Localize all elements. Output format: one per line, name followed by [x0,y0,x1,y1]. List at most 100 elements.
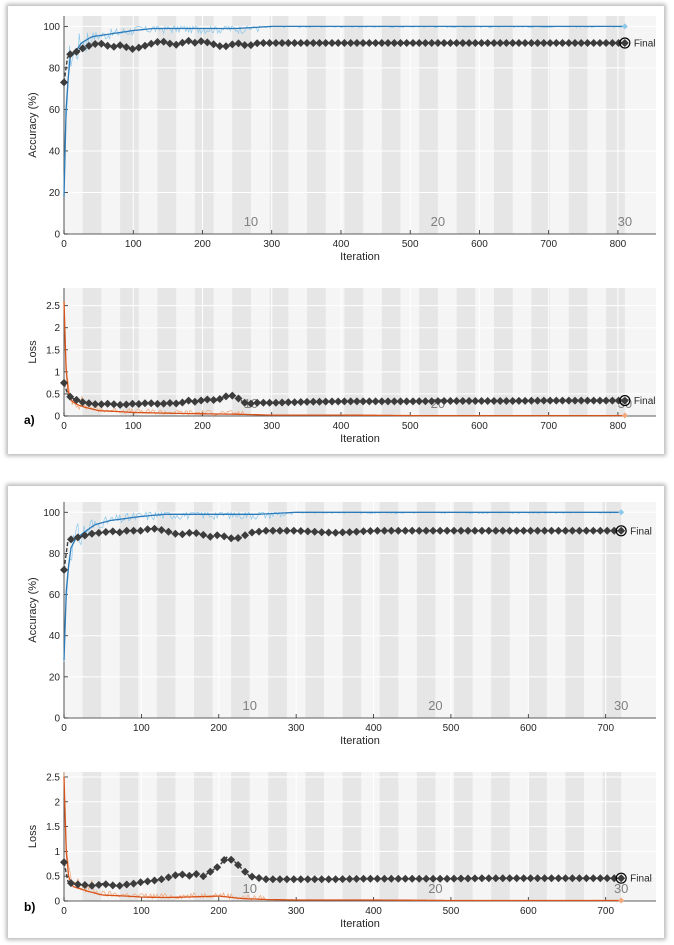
b-accuracy-final-label: Final [630,526,652,537]
b-loss-val-marker [122,880,131,889]
b-loss-val-marker [477,874,486,883]
a-loss-ytick-label: 1.5 [46,345,60,356]
a-accuracy-epoch-band [381,16,401,234]
b-accuracy-val-marker [561,526,570,535]
b-accuracy-val-marker [408,526,417,535]
a-loss-val-marker [527,396,536,405]
b-loss-ytick-label: 0.5 [46,872,60,883]
b-accuracy-val-marker [331,528,340,537]
b-accuracy-val-marker [80,531,89,540]
b-accuracy-val-marker [192,529,201,538]
a-accuracy-val-marker [359,39,368,47]
b-accuracy-val-marker [380,526,389,535]
a-loss-val-marker [116,400,125,409]
a-accuracy-epoch-band [606,16,625,234]
b-loss-xtick-label: 300 [288,906,305,917]
b-loss-epoch-band [491,772,510,901]
a-accuracy-val-marker [197,37,206,46]
a-accuracy-y-axis-label: Accuracy (%) [27,92,39,157]
a-loss-val-marker [340,397,349,406]
a-loss-val-marker [583,396,592,405]
b-accuracy-epoch-band [379,502,399,718]
a-loss-val-marker [502,397,511,405]
a-accuracy-val-marker [259,39,268,47]
b-accuracy-epoch-label: 30 [614,698,628,713]
a-accuracy-val-marker [228,40,237,49]
a-loss-val-marker [91,400,100,409]
b-accuracy-val-marker [533,526,542,535]
b-loss-val-marker [157,875,166,884]
b-loss-final-marker-ring [615,872,627,884]
a-loss-val-marker [203,395,212,404]
a-loss-val-marker [477,397,486,405]
b-accuracy-val-marker [589,526,598,535]
b-accuracy-xtick-label: 600 [520,723,537,734]
b-loss-val-marker [519,874,528,883]
b-accuracy-epoch-label: 20 [428,698,442,713]
panel-label-a: a) [24,413,35,427]
a-accuracy-val-marker [346,39,355,47]
a-accuracy-val-marker [153,38,162,46]
b-accuracy-val-marker [248,528,256,537]
a-loss-val-marker [315,397,324,406]
a-accuracy-epoch-band [232,16,251,234]
b-accuracy-val-marker [554,526,563,535]
b-loss-val-marker [220,856,229,864]
b-accuracy-val-marker [185,528,194,537]
b-accuracy-val-marker [143,525,152,534]
b-accuracy-val-marker [491,526,500,535]
b-accuracy-val-marker [282,526,291,535]
a-accuracy-val-marker [203,38,212,47]
b-accuracy-xtick-label: 200 [210,723,227,734]
b-accuracy-xtick-label: 300 [288,723,305,734]
a-accuracy-val-marker [371,39,380,47]
a-accuracy-val-marker [84,41,93,50]
b-accuracy-val-marker [94,528,103,537]
b-accuracy-val-marker [498,526,507,535]
b-accuracy-final-marker-dot [618,528,624,534]
a-loss-val-marker [359,397,368,406]
a-accuracy-ytick-label: 0 [54,230,60,241]
b-accuracy-val-marker [540,526,549,535]
a-accuracy-val-marker [97,39,106,48]
a-loss-val-marker [228,391,237,400]
b-loss-val-marker [484,874,493,883]
b-loss-val-marker [387,874,396,883]
b-accuracy-epoch-band [305,502,325,718]
a-loss-epoch-band [531,288,551,416]
b-loss-val-marker [373,874,382,883]
a-loss-val-marker [178,398,187,407]
a-accuracy-val-marker [384,39,392,47]
a-accuracy-val-marker [234,39,243,48]
b-accuracy-epoch-band [565,502,585,718]
a-loss-val-marker [365,397,374,406]
b-accuracy-val-marker [73,533,82,542]
a-accuracy-epoch-band [157,16,177,234]
b-accuracy-val-marker [87,529,96,538]
b-accuracy-xtick-label: 100 [133,723,150,734]
b-accuracy-val-marker [101,528,110,536]
b-accuracy-ytick-label: 20 [49,672,61,683]
a-accuracy-epoch-band [269,16,289,234]
a-accuracy-val-marker [147,39,156,48]
b-loss-val-marker [415,874,424,883]
b-loss-epoch-band [156,772,176,901]
b-accuracy-val-marker [603,526,612,535]
b-accuracy-val-marker [429,526,438,535]
a-accuracy-ytick-label: 20 [49,188,61,199]
a-accuracy-val-marker [440,39,449,47]
a-accuracy-train-line [63,25,625,197]
a-accuracy-val-marker [527,39,536,47]
a-accuracy-val-marker [315,39,324,47]
a-loss-val-marker [396,397,405,406]
a-loss-val-marker [377,397,386,406]
a-accuracy-epoch-band [493,16,513,234]
b-loss-val-marker [178,870,187,879]
a-accuracy-val-marker [66,50,75,59]
a-loss-y-axis-label: Loss [27,340,39,364]
a-accuracy-val-marker [552,39,561,47]
a-accuracy-val-marker [427,39,436,47]
a-loss-xtick-label: 800 [610,421,627,432]
a-loss-val-marker [321,397,330,406]
